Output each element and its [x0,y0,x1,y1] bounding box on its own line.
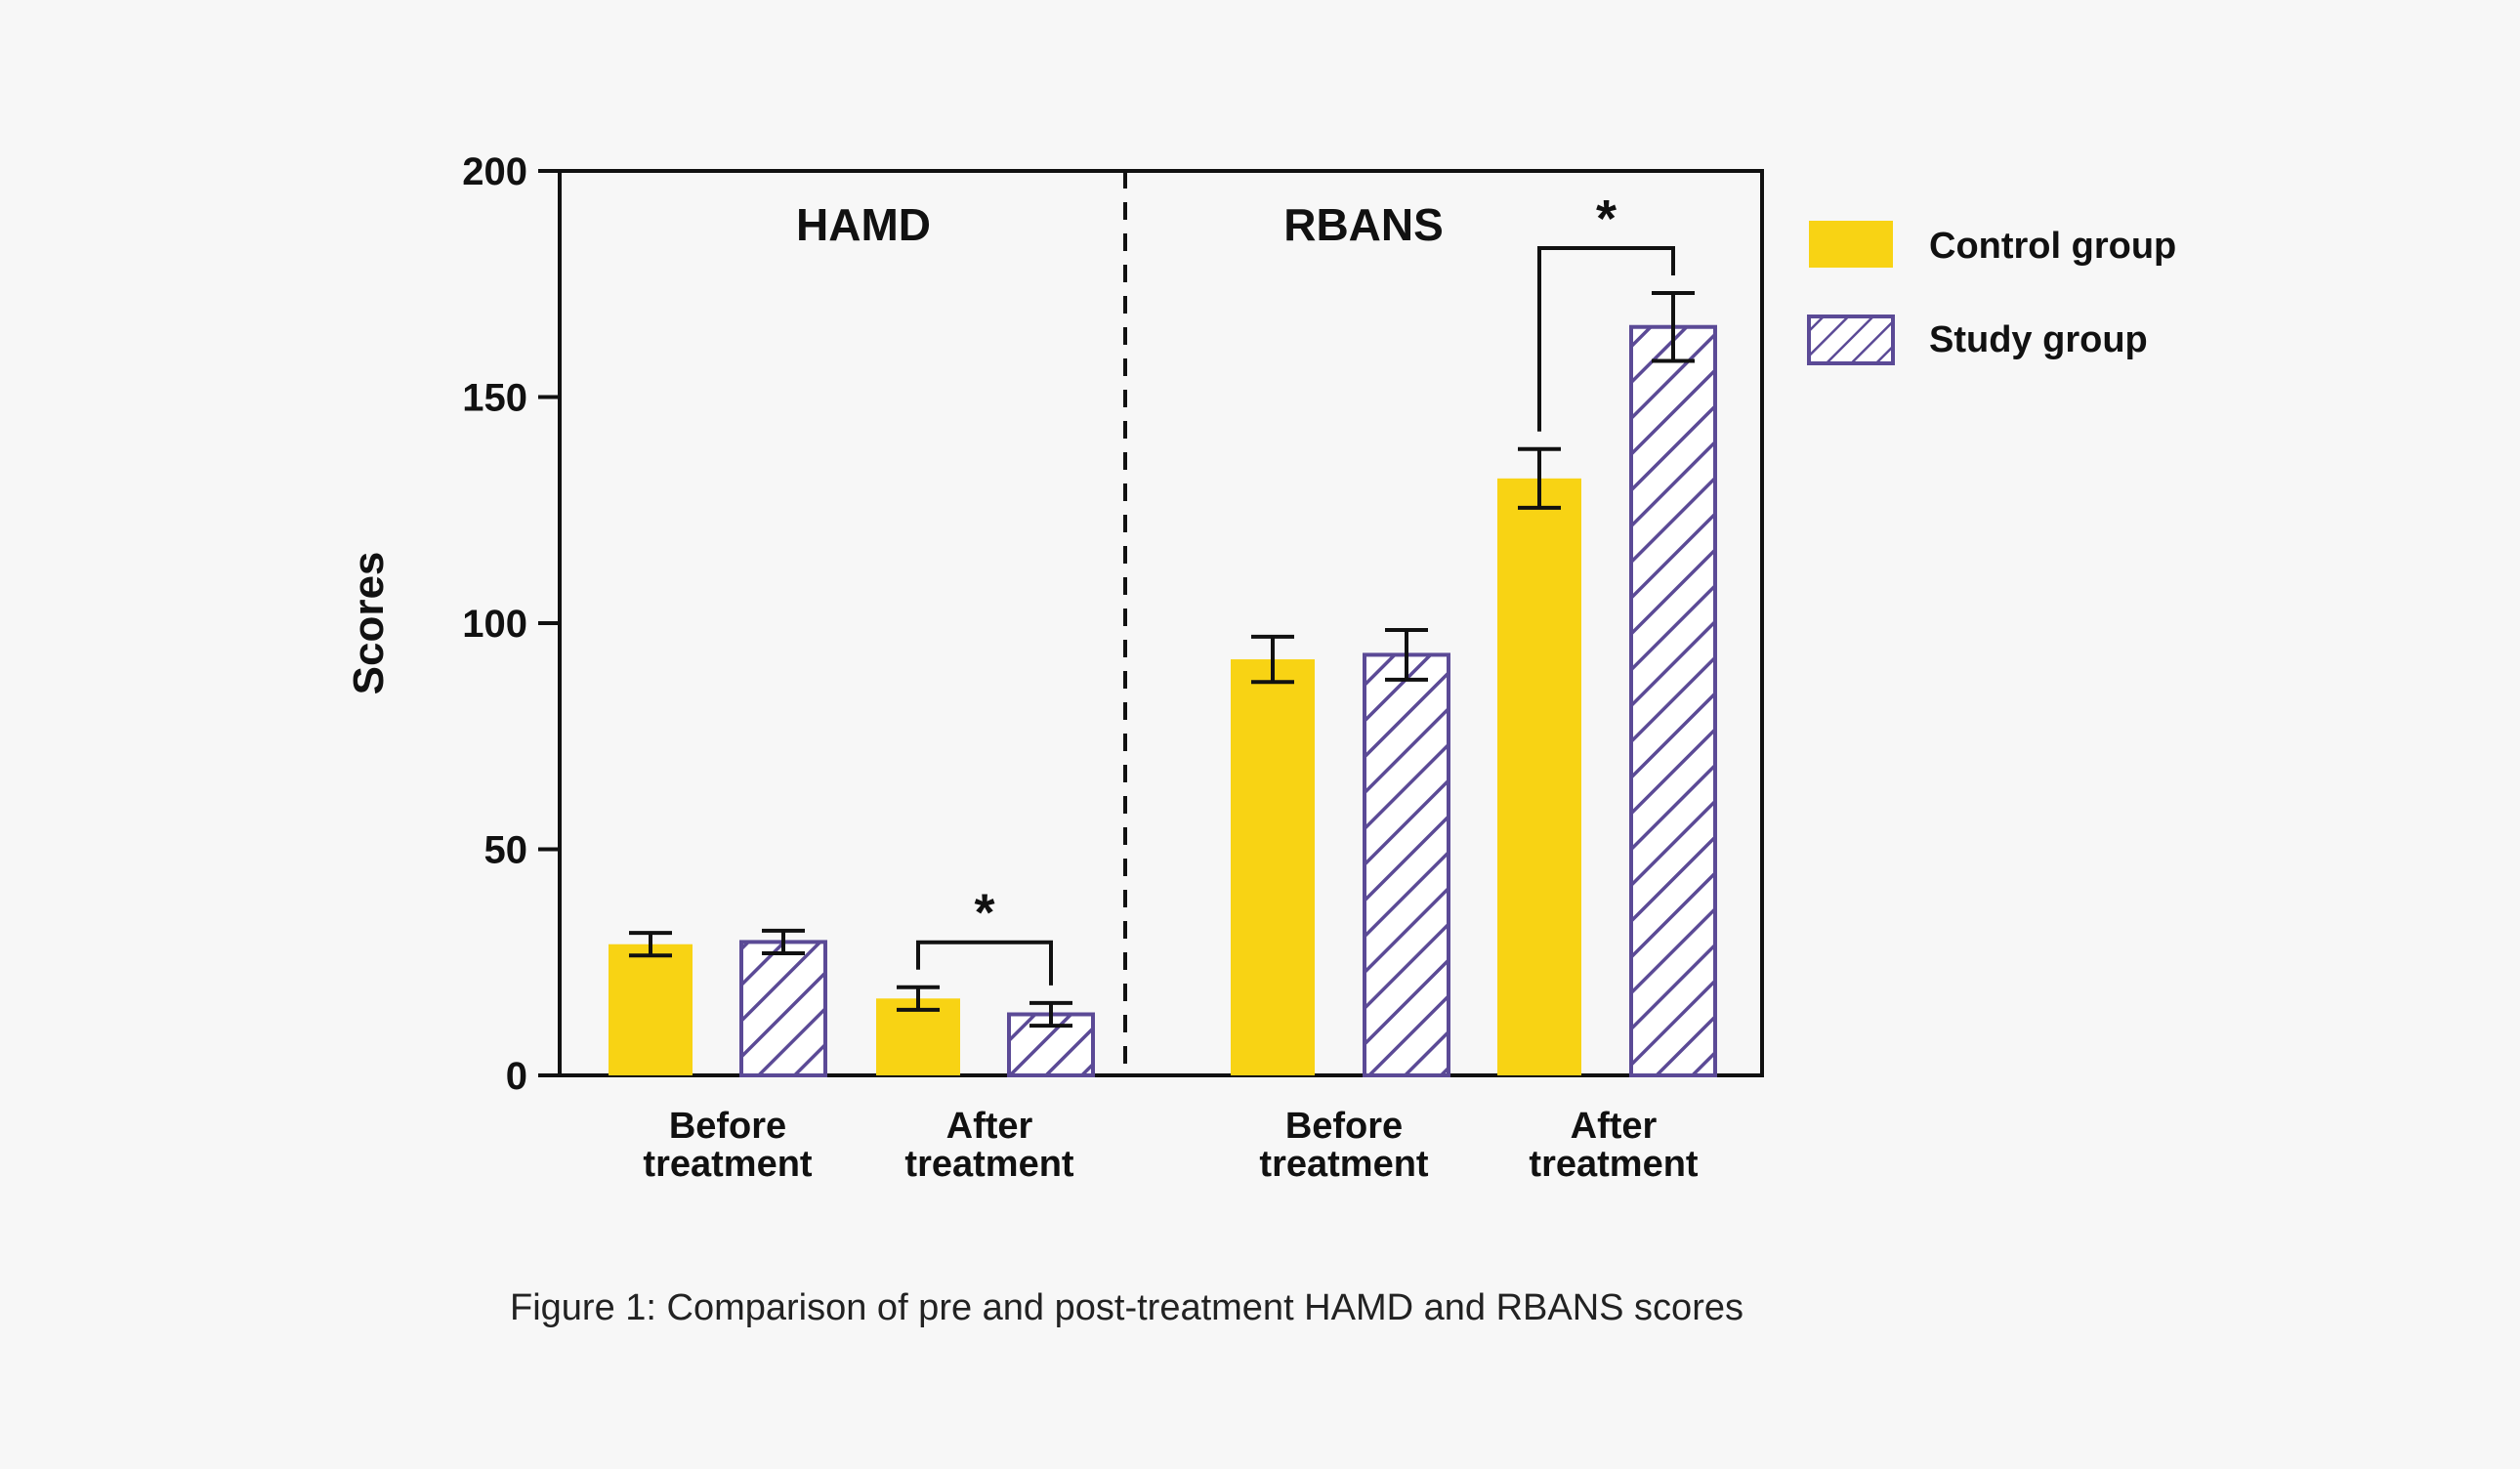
error-bar-hamd-control-0 [629,931,672,958]
plot-frame [558,169,1764,1077]
category-label-hamd-0-line2: treatment [643,1144,812,1185]
significance-markers: ** [916,189,1675,986]
y-axis-ticks: 0 50 100 150 200 [462,150,560,1098]
bar-rbans-study-1 [1629,324,1717,1077]
significance-star-hamd-1: * [974,884,994,943]
bar-rbans-control-1 [1497,478,1581,1076]
error-bar-rbans-study-0 [1385,627,1428,682]
error-bar-rbans-control-1 [1518,446,1561,510]
y-tick-label-150: 150 [462,377,527,420]
significance-star-rbans-1: * [1596,189,1617,248]
y-tick-label-200: 200 [462,150,527,193]
y-axis-label: Scores [345,552,393,695]
legend-label-control: Control group [1929,226,2176,267]
y-tick-label-50: 50 [484,829,528,872]
category-label-rbans-1-line1: After [1571,1106,1658,1147]
category-label-rbans-1-line2: treatment [1529,1144,1698,1185]
bar-rbans-study-0 [1363,652,1450,1077]
bar-hamd-control-0 [609,944,693,1075]
category-label-hamd-1-line1: After [946,1106,1033,1147]
category-label-hamd-1-line2: treatment [904,1144,1073,1185]
legend-swatch-study [1807,315,1895,365]
legend: Control group Study group [1807,221,2176,365]
bar-hamd-study-0 [739,940,827,1077]
error-bar-hamd-control-1 [897,985,940,1012]
panel-title-hamd: HAMD [796,199,931,250]
error-bar-rbans-study-1 [1652,291,1695,363]
bars [609,324,1717,1077]
category-label-hamd-0-line1: Before [669,1106,786,1147]
category-label-rbans-0-line2: treatment [1259,1144,1428,1185]
error-bars [629,291,1695,1028]
y-tick-label-0: 0 [506,1055,527,1098]
figure-caption: Figure 1: Comparison of pre and post-tre… [510,1287,1743,1328]
category-label-rbans-0-line1: Before [1285,1106,1403,1147]
legend-swatch-control [1809,221,1893,268]
error-bar-hamd-study-0 [762,928,805,955]
error-bar-hamd-study-1 [1029,1000,1072,1028]
category-labels: BeforetreatmentAftertreatmentBeforetreat… [643,1106,1698,1185]
significance-rbans-1: * [1537,189,1675,432]
error-bar-rbans-control-0 [1251,634,1294,685]
bar-rbans-control-0 [1231,659,1315,1075]
legend-label-study: Study group [1929,319,2148,360]
panel-title-rbans: RBANS [1283,199,1444,250]
significance-hamd-1: * [916,884,1053,986]
y-tick-label-100: 100 [462,603,527,646]
